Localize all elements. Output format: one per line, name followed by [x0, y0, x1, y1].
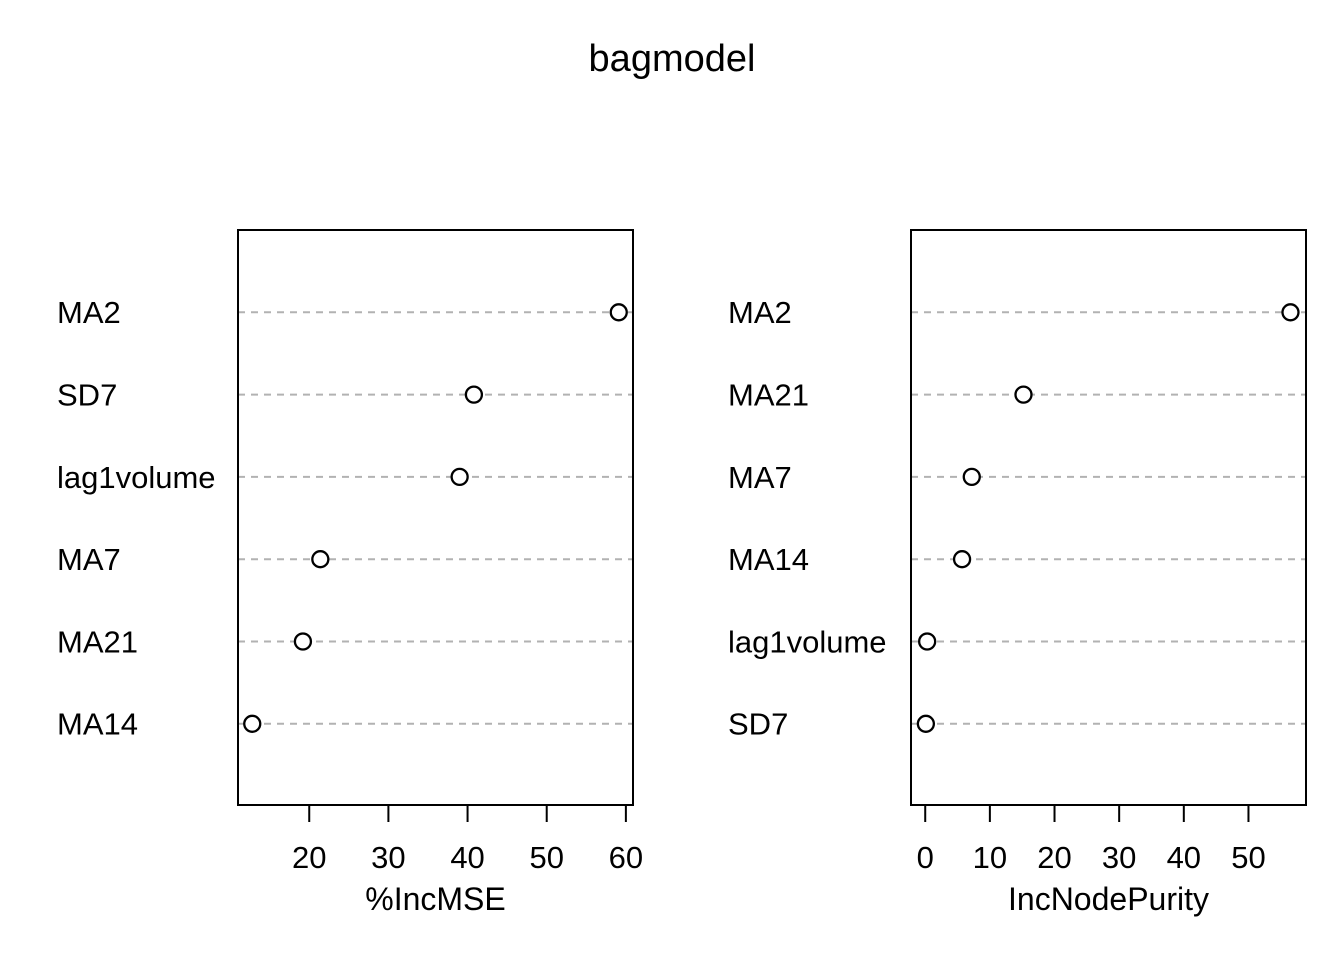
chart-title: bagmodel: [588, 38, 756, 80]
category-label: SD7: [57, 377, 117, 412]
data-point: [243, 714, 262, 733]
x-tick-label: 50: [529, 840, 563, 875]
category-label: MA14: [728, 542, 809, 577]
x-tick-label: 30: [1102, 840, 1136, 875]
x-tick-label: 20: [1037, 840, 1071, 875]
data-point: [962, 467, 981, 487]
x-tick-label: 50: [1231, 840, 1265, 875]
panel-right: 0 10 20 30 40 50 MA2 MA21 MA7 MA14 lag1volume SD7 In…: [728, 229, 1307, 917]
data-point: [1014, 385, 1033, 404]
data-point: [311, 550, 330, 569]
data-point: [916, 714, 936, 733]
category-label: MA14: [57, 707, 138, 742]
category-label: MA7: [57, 542, 121, 577]
plot-box: [237, 229, 634, 806]
plot-box: [910, 229, 1307, 806]
data-point: [1281, 303, 1300, 322]
x-axis-title: %IncMSE: [365, 881, 505, 917]
x-tick-label: 30: [371, 840, 405, 875]
data-point: [464, 385, 484, 404]
x-tick-label: 0: [917, 840, 934, 875]
x-tick-label: 40: [450, 840, 484, 875]
category-label: MA7: [728, 460, 792, 495]
data-point: [450, 467, 469, 487]
data-point: [952, 550, 972, 569]
x-axis-title: IncNodePurity: [1008, 881, 1209, 917]
category-label: lag1volume: [57, 460, 216, 495]
x-tick-label: 10: [973, 840, 1007, 875]
category-label: MA2: [728, 295, 792, 330]
data-point: [918, 632, 937, 651]
data-point: [609, 303, 628, 322]
category-label: MA2: [57, 295, 121, 330]
category-label: MA21: [57, 624, 138, 659]
panel-left: 20 30 40 50 60 MA2 SD7 lag1volume MA7 MA21 MA14 %In…: [57, 229, 643, 917]
x-tick-label: 60: [609, 840, 643, 875]
category-label: SD7: [728, 707, 788, 742]
x-tick-label: 20: [292, 840, 326, 875]
data-point: [293, 632, 313, 651]
category-label: MA21: [728, 377, 809, 412]
category-label: lag1volume: [728, 624, 887, 659]
x-tick-label: 40: [1167, 840, 1201, 875]
